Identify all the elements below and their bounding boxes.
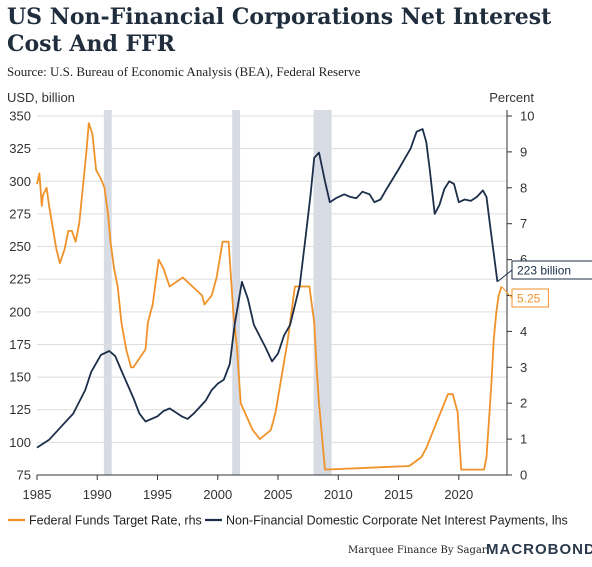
callout-leader [501, 286, 513, 299]
x-tick-label: 2005 [264, 487, 293, 502]
callout-leader [497, 269, 513, 283]
left-tick-label: 200 [9, 304, 31, 319]
left-tick-label: 250 [9, 239, 31, 254]
chart-title: US Non-Financial Corporations Net Intere… [7, 4, 552, 57]
recession-band [313, 110, 332, 475]
right-axis-label: Percent [489, 90, 534, 105]
right-tick-label: 4 [520, 324, 527, 339]
left-tick-label: 175 [9, 337, 31, 352]
right-tick-label: 6 [520, 252, 527, 267]
callout-box [511, 288, 549, 308]
footer-credit: Marquee Finance By Sagar [348, 545, 487, 556]
left-tick-label: 150 [9, 370, 31, 385]
x-tick-label: 1990 [83, 487, 112, 502]
right-tick-label: 10 [520, 109, 534, 124]
recession-band [232, 110, 241, 475]
left-tick-label: 325 [9, 141, 31, 156]
legend-label-ffr: Federal Funds Target Rate, rhs [29, 514, 202, 528]
left-tick-label: 225 [9, 272, 31, 287]
x-tick-label: 2020 [444, 487, 473, 502]
interest-series-line [36, 128, 499, 449]
right-tick-label: 1 [520, 432, 527, 447]
legend-label-interest: Non-Financial Domestic Corporate Net Int… [226, 514, 568, 528]
x-tick-label: 2015 [384, 487, 413, 502]
x-tick-label: 2010 [324, 487, 353, 502]
left-tick-label: 300 [9, 174, 31, 189]
left-tick-label: 275 [9, 206, 31, 221]
left-tick-label: 100 [9, 435, 31, 450]
right-tick-label: 2 [520, 396, 527, 411]
callout-label: 5.25 [517, 292, 541, 306]
legend: Federal Funds Target Rate, rhs Non-Finan… [8, 514, 568, 528]
left-tick-label: 125 [9, 402, 31, 417]
callouts: 223 billion 5.25 [497, 260, 592, 308]
left-tick-labels: 75 100 125 150 175 200 225 250 275 300 325 350 [9, 109, 31, 483]
macrobond-logo: MACROBOND [486, 541, 592, 558]
right-tick-label: 0 [520, 468, 527, 483]
right-tick-label: 3 [520, 360, 527, 375]
chart-source: Source: U.S. Bureau of Economic Analysis… [7, 64, 361, 79]
left-tick-label: 350 [9, 109, 31, 124]
right-tick-label: 7 [520, 216, 527, 231]
right-tick-label: 9 [520, 144, 527, 159]
right-tick-label: 8 [520, 180, 527, 195]
callout-label: 223 billion [517, 264, 571, 278]
recession-band [103, 110, 112, 475]
x-tick-label: 1995 [143, 487, 172, 502]
callout-box [511, 260, 592, 280]
left-tick-label: 75 [17, 468, 31, 483]
left-axis-label: USD, billion [7, 90, 75, 105]
ffr-series-line [36, 122, 503, 471]
x-tick-label: 2000 [203, 487, 232, 502]
x-tick-label: 1985 [23, 487, 52, 502]
x-tick-labels: 1985 1990 1995 2000 2005 2010 2015 2020 [23, 487, 474, 502]
series-lines [36, 122, 503, 471]
